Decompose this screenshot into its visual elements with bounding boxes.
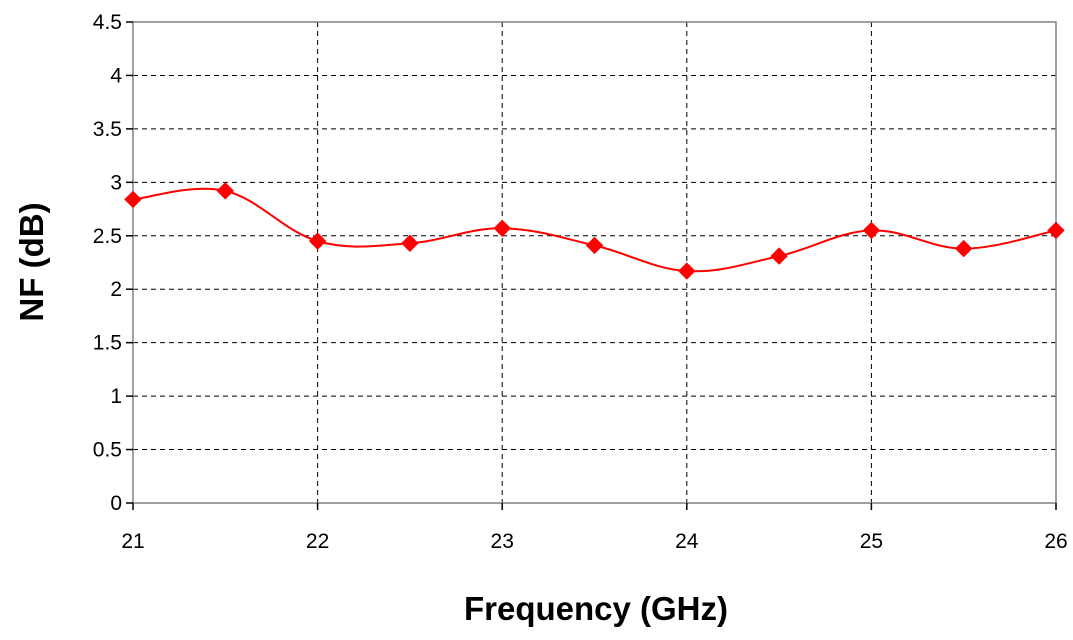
series-line	[132, 187, 1057, 273]
data-point-marker	[401, 234, 419, 252]
y-tick-label: 2.5	[93, 225, 122, 248]
data-point-marker	[678, 262, 696, 280]
x-tick-label: 23	[491, 530, 514, 553]
x-axis-title: Frequency (GHz)	[464, 590, 728, 627]
data-point-marker	[493, 219, 511, 238]
y-axis-title: NF (dB)	[13, 202, 50, 321]
data-point-marker	[862, 221, 881, 240]
data-point-marker	[308, 232, 327, 250]
data-point-marker	[124, 190, 142, 209]
y-tick-label: 1	[110, 385, 122, 408]
plot-area-frame	[132, 21, 1057, 504]
y-tick-label: 2	[110, 278, 122, 301]
y-tick-label: 0	[110, 492, 122, 515]
x-tick-label: 22	[306, 530, 329, 553]
y-tick-label: 4.5	[93, 11, 122, 34]
y-tick-label: 1.5	[93, 332, 122, 355]
y-tick-label: 3	[110, 171, 122, 194]
y-tick-label: 3.5	[93, 118, 122, 141]
series-layer	[124, 182, 1065, 280]
data-point-marker	[216, 182, 235, 200]
y-tick-label: 0.5	[93, 439, 122, 462]
grid	[133, 22, 1056, 503]
x-tick-label: 25	[860, 530, 883, 553]
x-tick-label: 24	[675, 530, 699, 553]
x-tick-label: 26	[1044, 530, 1067, 553]
data-point-marker	[1047, 221, 1065, 240]
x-axis-ticks: 21 22 23 24 25 26	[121, 503, 1068, 553]
data-point-marker	[954, 239, 973, 258]
x-tick-label: 21	[121, 530, 144, 553]
y-tick-label: 4	[110, 64, 122, 87]
data-point-marker	[585, 236, 604, 255]
y-axis-ticks: 0 0.5 1 1.5 2 2.5 3 3.5 4 4.5	[93, 11, 133, 515]
data-point-marker	[770, 247, 788, 265]
